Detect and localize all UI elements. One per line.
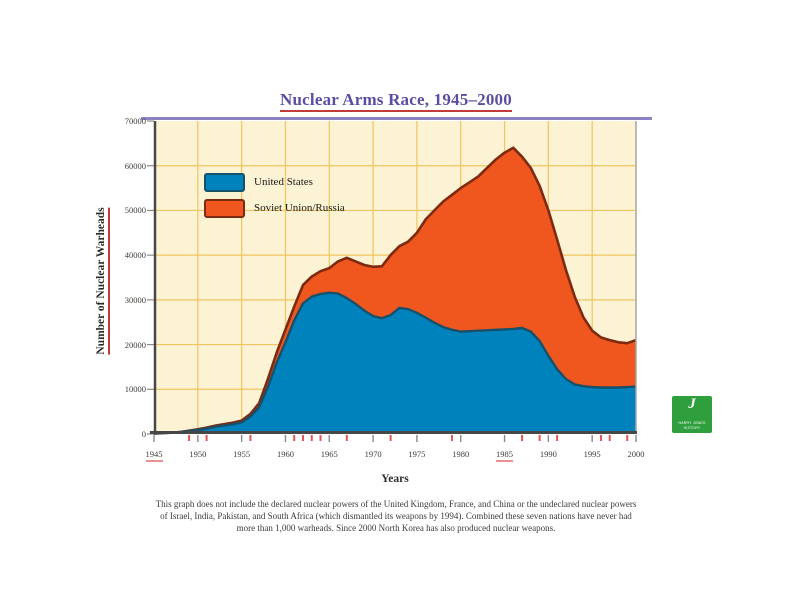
x-tick-label: 1970 [356,449,390,459]
x-tick-label: 1980 [444,449,478,459]
y-tick-label: 40000 [124,250,146,261]
logo-text-line1: HARRY JONES [678,421,706,426]
x-tick-label: 2000 [619,449,653,459]
united-states-area [154,292,636,434]
y-tick-label: 0 [141,429,146,439]
y-tick-label: 10000 [124,384,146,395]
x-tick-label-text: 1955 [233,449,251,459]
chart-title: Nuclear Arms Race, 1945–2000 [0,90,792,112]
footnote: This graph does not include the declared… [155,499,637,534]
x-tick-label-text: 1970 [364,449,382,459]
x-tick-label: 1965 [312,449,346,459]
title-rule [141,117,652,120]
plot-area [147,120,637,442]
x-tick-label-text: 1995 [583,449,601,459]
logo-glyph-icon: J [688,396,696,412]
legend-row-soviet-union: Soviet Union/Russia [204,195,345,221]
chart-title-text: Nuclear Arms Race, 1945–2000 [280,90,512,112]
x-tick-label: 1975 [400,449,434,459]
x-tick-label-text: 1960 [276,449,294,459]
y-tick-label: 50000 [124,205,146,216]
x-tick-label-text: 1990 [539,449,557,459]
y-tick-label: 20000 [124,339,146,350]
x-tick-label: 1955 [225,449,259,459]
x-tick-label-text: 1980 [452,449,470,459]
logo-text: HARRY JONES HISTORY [672,421,712,430]
logo-text-line2: HISTORY [683,425,701,430]
x-axis-label: Years [381,473,409,485]
x-tick-label: 1960 [268,449,302,459]
soviet-union-outline [153,146,637,435]
x-tick-label: 1950 [181,449,215,459]
legend-swatch-united-states [204,172,245,192]
x-tick-label-text: 1985 [496,449,514,462]
y-axis-label-text: Number of Nuclear Warheads [95,207,110,355]
y-tick-label: 30000 [124,294,146,305]
legend-label-united-states: United States [254,176,313,188]
legend: United States Soviet Union/Russia [204,169,345,221]
publisher-logo: J HARRY JONES HISTORY [672,396,712,433]
x-tick-label-text: 2000 [627,449,645,459]
x-tick-label: 1985 [488,449,522,462]
y-axis-label: Number of Nuclear Warheads [95,207,110,355]
x-tick-label-text: 1965 [320,449,338,459]
x-tick-label-text: 1950 [189,449,207,459]
x-tick-label-text: 1945 [145,449,163,462]
legend-label-soviet-union: Soviet Union/Russia [254,202,345,214]
x-tick-label: 1945 [137,449,171,462]
legend-swatch-soviet-union [204,198,245,218]
x-tick-label-text: 1975 [408,449,426,459]
y-tick-label: 70000 [124,116,146,126]
y-tick-label: 60000 [124,160,146,171]
legend-row-united-states: United States [204,169,345,195]
x-tick-label: 1995 [575,449,609,459]
x-tick-label: 1990 [531,449,565,459]
united-states-outline [153,291,637,435]
